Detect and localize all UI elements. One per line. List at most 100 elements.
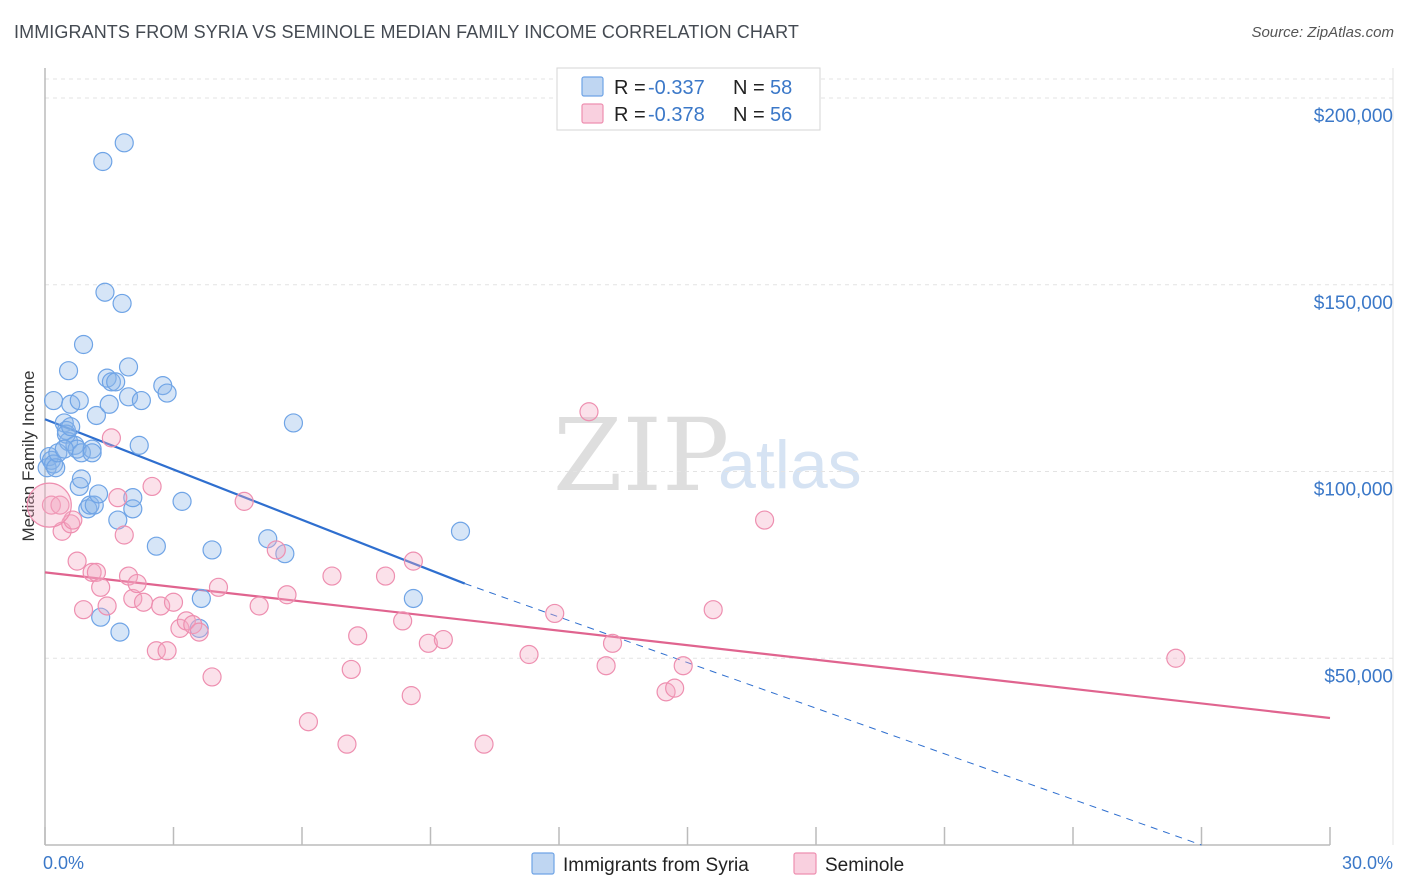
seminole-point-17 xyxy=(133,592,154,612)
syria-point-54 xyxy=(283,413,304,433)
syria-point-16 xyxy=(69,390,89,411)
syria-point-57 xyxy=(54,439,74,459)
seminole-point-47 xyxy=(579,402,599,422)
seminole-point-35 xyxy=(337,734,357,754)
legend-r-label-seminole: R = xyxy=(614,104,646,126)
syria-point-41 xyxy=(123,499,143,519)
seminole-point-46 xyxy=(545,603,565,624)
syria-point-24 xyxy=(82,443,102,463)
syria-point-4 xyxy=(46,458,66,478)
grid-lines xyxy=(45,78,1395,659)
seminole-point-32 xyxy=(277,585,297,605)
legend-n-value-seminole: 56 xyxy=(770,104,792,126)
syria-point-27 xyxy=(88,484,109,504)
x-tick-label-0: 0.0% xyxy=(43,853,84,873)
y-tick-label-0: $50,000 xyxy=(1324,666,1393,687)
seminole-point-43 xyxy=(433,629,453,650)
seminole-point-22 xyxy=(163,592,184,612)
seminole-point-37 xyxy=(348,626,368,646)
syria-point-13 xyxy=(61,417,81,437)
series-syria-points xyxy=(37,133,471,642)
y-axis-label: Median Family Income xyxy=(19,370,38,541)
seminole-point-38 xyxy=(375,566,396,586)
series-seminole-points xyxy=(26,402,1186,754)
seminole-point-55 xyxy=(1166,648,1186,668)
y-tick-label-1: $100,000 xyxy=(1314,480,1393,501)
seminole-point-13 xyxy=(114,525,134,545)
seminole-point-44 xyxy=(474,734,494,754)
seminole-point-23 xyxy=(170,618,190,638)
seminole-point-9 xyxy=(91,577,111,597)
syria-point-40 xyxy=(118,387,139,407)
seminole-point-33 xyxy=(298,712,319,732)
seminole-point-26 xyxy=(189,622,209,642)
seminole-point-49 xyxy=(602,633,623,653)
seminole-point-6 xyxy=(73,600,94,620)
seminole-point-31 xyxy=(266,540,286,560)
seminole-point-29 xyxy=(234,491,254,511)
series-legend: Immigrants from Syria Seminole xyxy=(531,852,904,876)
y-tick-labels: $50,000 $100,000 $150,000 $200,000 xyxy=(1314,106,1393,687)
seminole-point-45 xyxy=(519,644,539,665)
legend-r-value-seminole: -0.378 xyxy=(648,104,705,126)
stats-legend: R = -0.337 N = 58 R = -0.378 N = 56 xyxy=(556,67,821,131)
bottom-legend-swatch-syria xyxy=(531,852,555,875)
bottom-legend-label-syria: Immigrants from Syria xyxy=(563,855,749,876)
seminole-point-10 xyxy=(97,596,117,616)
seminole-point-30 xyxy=(249,596,269,616)
seminole-point-53 xyxy=(703,600,723,620)
syria-point-48 xyxy=(172,491,192,511)
syria-point-51 xyxy=(202,540,222,560)
seminole-point-40 xyxy=(401,686,421,706)
syria-point-32 xyxy=(101,372,121,392)
y-tick-label-2: $150,000 xyxy=(1314,293,1393,314)
syria-point-33 xyxy=(99,394,119,414)
seminole-point-54 xyxy=(754,510,775,530)
source-credit: Source: ZipAtlas.com xyxy=(1251,24,1394,41)
legend-n-label-syria: N = xyxy=(733,77,765,99)
chart-title: IMMIGRANTS FROM SYRIA VS SEMINOLE MEDIAN… xyxy=(14,22,799,42)
syria-point-19 xyxy=(71,469,92,489)
seminole-point-7 xyxy=(82,562,102,582)
legend-r-value-syria: -0.337 xyxy=(648,77,705,99)
bottom-legend-swatch-seminole xyxy=(793,852,817,875)
syria-point-38 xyxy=(114,133,134,153)
syria-point-42 xyxy=(123,488,143,508)
syria-point-29 xyxy=(93,151,113,172)
syria-point-18 xyxy=(69,476,89,497)
trend-line-syria-extrapolated xyxy=(464,583,1202,846)
syria-point-25 xyxy=(84,495,104,515)
legend-swatch-seminole xyxy=(581,103,604,124)
syria-point-44 xyxy=(131,390,151,411)
syria-point-30 xyxy=(95,282,115,302)
syria-point-39 xyxy=(118,357,139,377)
axes xyxy=(44,68,1394,846)
watermark-atlas: atlas xyxy=(718,427,862,503)
syria-point-37 xyxy=(112,293,132,314)
seminole-point-12 xyxy=(108,488,128,508)
y-tick-label-3: $200,000 xyxy=(1314,106,1393,127)
legend-n-value-syria: 58 xyxy=(770,77,792,99)
syria-point-36 xyxy=(110,622,130,642)
syria-point-34 xyxy=(106,372,126,392)
seminole-point-28 xyxy=(208,577,229,597)
trend-line-seminole xyxy=(44,571,1331,720)
seminole-point-52 xyxy=(673,656,693,676)
syria-point-12 xyxy=(58,361,79,381)
seminole-point-42 xyxy=(418,633,438,653)
seminole-point-36 xyxy=(341,659,361,680)
seminole-point-1 xyxy=(50,495,70,515)
seminole-point-15 xyxy=(123,588,143,609)
x-tick-label-1: 30.0% xyxy=(1342,853,1393,873)
seminole-point-19 xyxy=(146,641,166,661)
syria-point-47 xyxy=(157,383,177,403)
watermark-zip: ZIP xyxy=(553,397,729,514)
seminole-point-51 xyxy=(665,678,685,698)
seminole-point-39 xyxy=(393,611,413,631)
bottom-legend-label-seminole: Seminole xyxy=(825,855,904,876)
x-tick-labels: 0.0% 30.0% xyxy=(43,853,1393,873)
seminole-point-48 xyxy=(596,656,616,676)
seminole-point-21 xyxy=(157,641,177,661)
seminole-point-20 xyxy=(151,596,171,616)
